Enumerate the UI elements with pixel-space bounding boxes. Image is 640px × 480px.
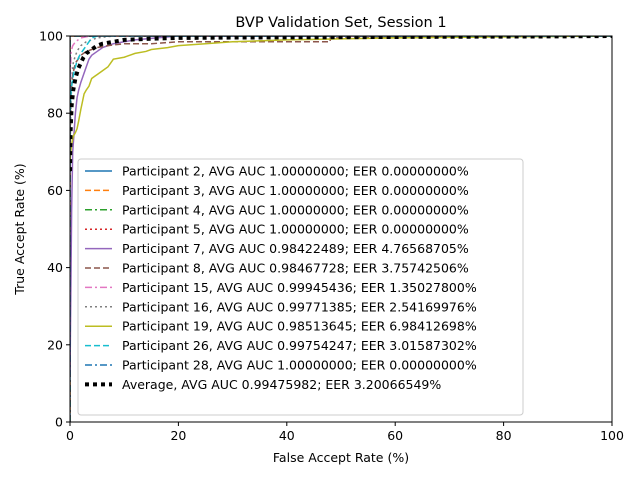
x-tick-label: 60 bbox=[387, 428, 403, 443]
legend-entry: Participant 16, AVG AUC 0.99771385; EER … bbox=[122, 299, 477, 314]
x-tick-label: 0 bbox=[66, 428, 74, 443]
plot-frame bbox=[69, 35, 613, 423]
series-layer bbox=[70, 36, 612, 422]
chart-title: BVP Validation Set, Session 1 bbox=[235, 15, 446, 31]
legend-entry: Average, AVG AUC 0.99475982; EER 3.20066… bbox=[122, 377, 441, 392]
x-axis-label: False Accept Rate (%) bbox=[273, 450, 409, 465]
legend-entry: Participant 8, AVG AUC 0.98467728; EER 3… bbox=[122, 261, 469, 276]
legend-entry: Participant 4, AVG AUC 1.00000000; EER 0… bbox=[122, 202, 469, 217]
tick-layer: 0 20 40 60 80 100 0 20 40 60 80 100 bbox=[39, 29, 624, 444]
y-axis-label: True Accept Rate (%) bbox=[12, 163, 27, 295]
legend-entry: Participant 26, AVG AUC 0.99754247; EER … bbox=[122, 338, 477, 353]
legend: Participant 2, AVG AUC 1.00000000; EER 0… bbox=[77, 158, 524, 416]
legend-entry: Participant 2, AVG AUC 1.00000000; EER 0… bbox=[122, 164, 469, 179]
legend-entry: Participant 3, AVG AUC 1.00000000; EER 0… bbox=[122, 183, 469, 198]
series-line-6 bbox=[70, 36, 612, 152]
series-line-9 bbox=[70, 36, 612, 160]
series-line-8 bbox=[70, 36, 612, 145]
legend-entry: Participant 19, AVG AUC 0.98513645; EER … bbox=[122, 319, 477, 334]
y-tick-label: 100 bbox=[39, 29, 63, 44]
legend-box bbox=[77, 158, 524, 416]
x-tick-label: 20 bbox=[170, 428, 186, 443]
legend-entry: Participant 5, AVG AUC 1.00000000; EER 0… bbox=[122, 222, 469, 237]
y-tick-label: 60 bbox=[47, 183, 63, 198]
legend-entry: Participant 15, AVG AUC 0.99945436; EER … bbox=[122, 280, 477, 295]
x-tick-label: 40 bbox=[279, 428, 295, 443]
legend-entry: Participant 7, AVG AUC 0.98422489; EER 4… bbox=[122, 241, 469, 256]
y-tick-label: 40 bbox=[47, 260, 63, 275]
x-tick-label: 80 bbox=[496, 428, 512, 443]
y-tick-label: 0 bbox=[55, 415, 63, 430]
x-tick-label: 100 bbox=[600, 428, 624, 443]
y-tick-label: 20 bbox=[47, 337, 63, 352]
series-line-7 bbox=[70, 36, 612, 94]
legend-entry: Participant 28, AVG AUC 1.00000000; EER … bbox=[122, 358, 477, 373]
y-tick-label: 80 bbox=[47, 106, 63, 121]
